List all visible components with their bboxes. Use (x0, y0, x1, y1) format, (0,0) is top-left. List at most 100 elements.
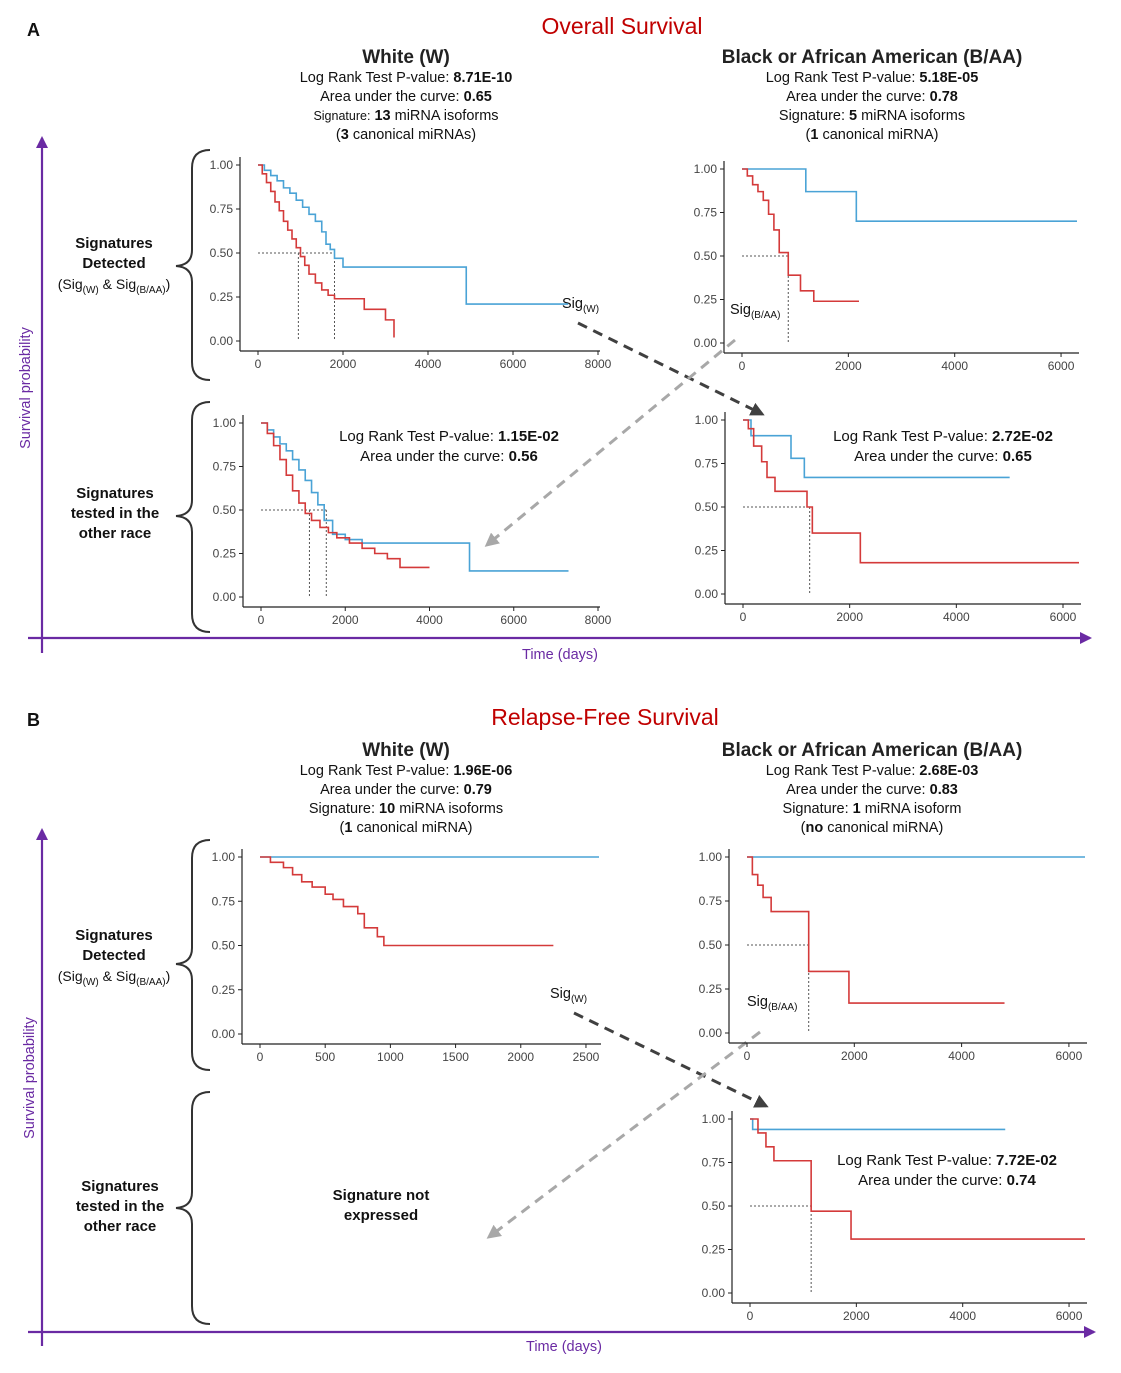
y-tick-label: 0.25 (699, 982, 723, 996)
x-tick-label: 2000 (332, 613, 359, 627)
panel-a-white-canonical: (3 canonical miRNAs) (335, 127, 477, 143)
y-tick-label: 0.25 (702, 1243, 726, 1257)
panel-a-baa-signature: Signature: 5 miRNA isoforms (778, 108, 966, 124)
x-tick-label: 1000 (377, 1050, 404, 1064)
x-tick-label: 6000 (1050, 610, 1077, 624)
km-curve-high-risk (750, 1118, 1085, 1240)
x-tick-label: 6000 (1056, 1309, 1083, 1323)
x-tick-label: 4000 (949, 1309, 976, 1323)
panel-b-not-expressed: Signature not expressed (332, 1187, 430, 1224)
panel-a-x-axis-title: Time (days) (522, 647, 598, 663)
km-curve-high-risk (743, 419, 1079, 564)
x-tick-label: 0 (258, 613, 265, 627)
y-tick-label: 0.00 (695, 587, 719, 601)
panel-a-title: Overall Survival (541, 13, 703, 39)
x-tick-label: 4000 (415, 357, 442, 371)
x-tick-label: 4000 (941, 359, 968, 373)
km-curve-low-risk (742, 168, 1077, 222)
panel-a-baa-title: Black or African American (B/AA) (721, 47, 1023, 68)
panel-b-row-label-detected: Signatures Detected (Sig(W) & Sig(B/AA)) (44, 926, 184, 993)
panel-b-brace-tested (175, 1091, 211, 1325)
panel-a-cross-baa-stats: Log Rank Test P-value: 2.72E-02 Area und… (833, 428, 1053, 465)
panel-a-brace-tested (175, 401, 211, 633)
km-plot-A_BAA_detected: 0.00 0.25 0.50 0.75 1.00 0 2000 4000 6000 (694, 161, 1079, 373)
panel-a-baa-pvalue: Log Rank Test P-value: 5.18E-05 (765, 70, 979, 86)
y-tick-label: 1.00 (210, 158, 234, 172)
km-plots: 0.00 0.25 0.50 0.75 1.00 0 2000 4000 6000 8000 0.0… (210, 157, 1087, 1323)
panel-a-white-header: White (W) Log Rank Test P-value: 8.71E-1… (256, 47, 556, 145)
x-tick-label: 6000 (500, 357, 527, 371)
x-tick-label: 8000 (585, 613, 612, 627)
panel-b-baa-header: Black or African American (B/AA) Log Ran… (692, 740, 1052, 838)
km-curve-high-risk (747, 856, 1005, 1004)
x-tick-label: 2000 (330, 357, 357, 371)
x-tick-label: 6000 (500, 613, 527, 627)
panel-b-x-axis-title: Time (days) (526, 1339, 602, 1355)
y-tick-label: 0.25 (212, 983, 236, 997)
km-curve-low-risk (258, 164, 569, 305)
y-tick-label: 0.75 (695, 457, 719, 471)
x-tick-label: 0 (257, 1050, 264, 1064)
y-tick-label: 0.50 (213, 503, 237, 517)
panel-b-baa-pvalue: Log Rank Test P-value: 2.68E-03 (765, 763, 979, 779)
x-tick-label: 0 (747, 1309, 754, 1323)
panel-a-brace-detected (175, 149, 211, 381)
x-tick-label: 8000 (585, 357, 612, 371)
y-tick-label: 0.25 (213, 547, 237, 561)
km-curve-high-risk (742, 168, 859, 303)
y-tick-label: 1.00 (213, 416, 237, 430)
sig-pair-label: (Sig(W) & Sig(B/AA)) (57, 276, 171, 296)
x-tick-label: 0 (739, 359, 746, 373)
y-tick-label: 0.50 (699, 938, 723, 952)
x-tick-label: 0 (740, 610, 747, 624)
x-tick-label: 500 (315, 1050, 335, 1064)
y-tick-label: 1.00 (699, 850, 723, 864)
x-tick-label: 2000 (836, 610, 863, 624)
y-tick-label: 0.50 (702, 1199, 726, 1213)
x-tick-label: 6000 (1048, 359, 1075, 373)
panel-a-letter: A (27, 20, 40, 40)
km-curve-low-risk (743, 419, 1010, 479)
panel-b-cross-baa-stats: Log Rank Test P-value: 7.72E-02 Area und… (837, 1152, 1057, 1189)
km-plot-B_W_detected: 0.00 0.25 0.50 0.75 1.00 0 500 1000 1500 2000 2500 (212, 849, 601, 1064)
y-tick-label: 0.00 (210, 334, 234, 348)
x-tick-label: 6000 (1056, 1049, 1083, 1063)
km-plot-B_BAA_tested: 0.00 0.25 0.50 0.75 1.00 0 2000 4000 6000 (702, 1111, 1087, 1323)
y-tick-label: 0.75 (694, 206, 718, 220)
panel-a-sig-w-label: Sig(W) (562, 296, 600, 315)
y-tick-label: 0.75 (699, 894, 723, 908)
panel-b-brace-detected (175, 839, 211, 1071)
y-tick-label: 0.75 (212, 894, 236, 908)
x-tick-label: 2000 (843, 1309, 870, 1323)
panel-b-baa-title: Black or African American (B/AA) (721, 740, 1023, 761)
y-tick-label: 0.00 (212, 1027, 236, 1041)
panel-a-arrow-baa-to-w (484, 338, 736, 547)
panel-a-sig-baa-label: Sig(B/AA) (730, 302, 781, 321)
y-tick-label: 0.50 (695, 500, 719, 514)
y-tick-label: 0.00 (699, 1026, 723, 1040)
panel-b-title: Relapse-Free Survival (491, 704, 719, 730)
panel-a-row-label-detected: Signatures Detected (Sig(W) & Sig(B/AA)) (44, 234, 184, 301)
y-tick-label: 0.75 (210, 202, 234, 216)
y-tick-label: 0.25 (210, 290, 234, 304)
y-tick-label: 0.75 (213, 460, 237, 474)
x-tick-label: 2000 (507, 1050, 534, 1064)
panel-a-white-signature: Signature: 13 miRNA isoforms (313, 108, 499, 124)
km-curve-high-risk (261, 422, 430, 569)
y-tick-label: 0.50 (210, 246, 234, 260)
y-tick-label: 0.25 (695, 544, 719, 558)
km-plot-B_BAA_detected: 0.00 0.25 0.50 0.75 1.00 0 2000 4000 6000 (699, 849, 1087, 1063)
y-tick-label: 0.00 (702, 1286, 726, 1300)
x-tick-label: 2500 (573, 1050, 600, 1064)
panel-b-white-header: White (W) Log Rank Test P-value: 1.96E-0… (256, 740, 556, 838)
x-tick-label: 1500 (442, 1050, 469, 1064)
panel-a-baa-canonical: (1 canonical miRNA) (805, 127, 939, 143)
panel-b-white-signature: Signature: 10 miRNA isoforms (308, 801, 504, 817)
panel-b-sig-baa-label: Sig(B/AA) (747, 994, 798, 1013)
km-curve-low-risk (261, 422, 569, 572)
x-tick-label: 4000 (416, 613, 443, 627)
x-tick-label: 4000 (943, 610, 970, 624)
x-tick-label: 0 (744, 1049, 751, 1063)
panel-b-white-title: White (W) (362, 740, 450, 761)
panel-b-baa-signature: Signature: 1 miRNA isoform (782, 801, 962, 817)
